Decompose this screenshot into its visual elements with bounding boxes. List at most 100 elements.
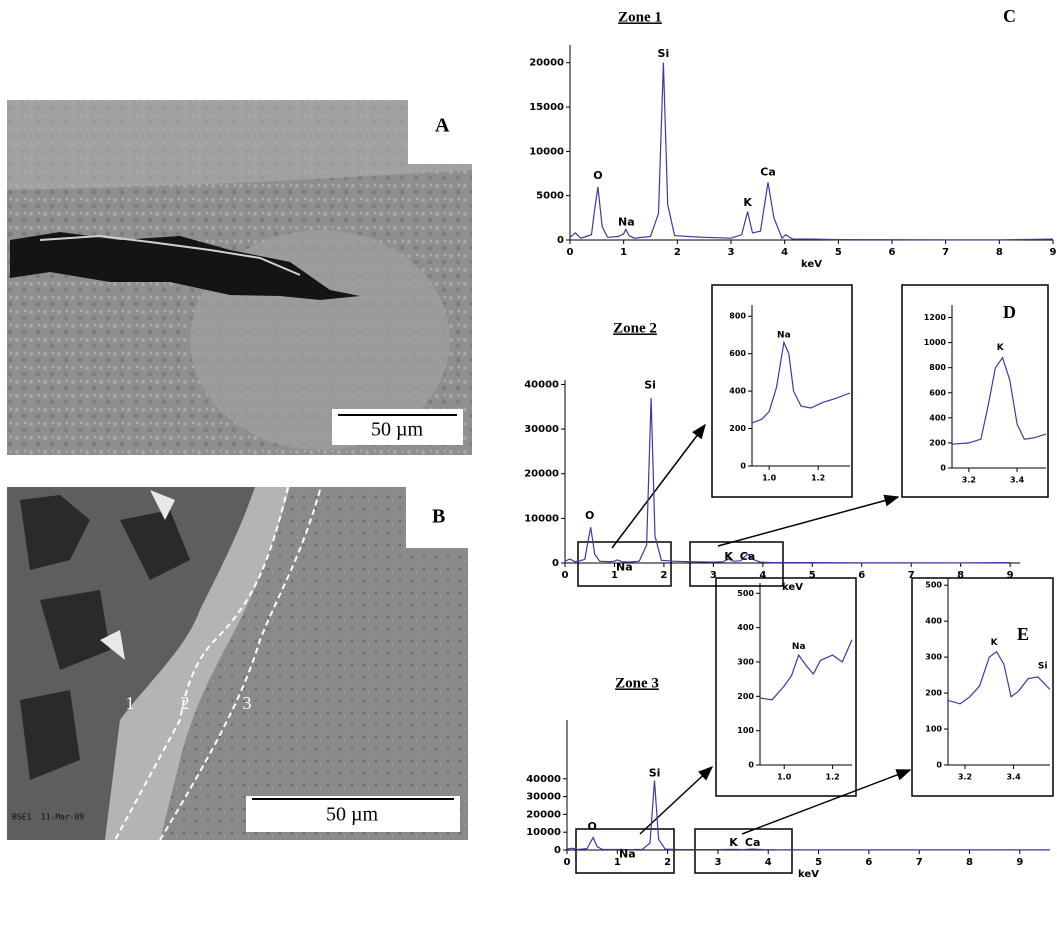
x-tick-label: 5: [815, 857, 822, 868]
y-tick-label: 300: [925, 653, 942, 662]
x-axis-label: keV: [782, 582, 803, 593]
y-tick-label: 0: [557, 235, 564, 246]
x-tick-label: 1.0: [762, 474, 777, 483]
x-tick-label: 3: [728, 247, 735, 258]
spectrum-line: [751, 340, 851, 424]
x-tick-label: 0: [564, 857, 571, 868]
y-tick-label: 15000: [529, 102, 564, 113]
spectrum-line: [951, 356, 1047, 445]
peak-label: K: [997, 343, 1005, 353]
spectrum-line: [569, 62, 1054, 241]
y-tick-label: 500: [925, 581, 942, 590]
y-tick-label: 20000: [524, 469, 559, 480]
y-tick-label: 20000: [529, 58, 564, 69]
callouts: [575, 284, 1054, 874]
x-tick-label: 7: [942, 247, 949, 258]
y-tick-label: 0: [554, 845, 561, 856]
x-tick-label: 1: [611, 570, 618, 581]
y-tick-label: 800: [929, 363, 946, 372]
spectrum-line: [566, 780, 1051, 851]
y-tick-label: 600: [729, 349, 746, 358]
y-tick-label: 400: [737, 623, 754, 632]
x-tick-label: 1.2: [811, 474, 825, 483]
x-tick-label: 5: [835, 247, 842, 258]
x-tick-label: 4: [759, 570, 766, 581]
spectrum-line: [564, 397, 1011, 564]
y-tick-label: 300: [737, 657, 754, 666]
y-tick-label: 40000: [524, 379, 559, 390]
y-tick-label: 0: [740, 462, 746, 471]
x-tick-label: 0: [567, 247, 574, 258]
x-tick-label: 2: [674, 247, 681, 258]
panel-label: E: [1017, 624, 1029, 644]
x-tick-label: 1: [620, 247, 627, 258]
zone-number: 3: [243, 693, 252, 713]
y-tick-label: 10000: [529, 146, 564, 157]
y-tick-label: 200: [737, 692, 754, 701]
spectrum-line: [759, 639, 853, 701]
spectrum-line: [947, 650, 1051, 705]
x-tick-label: 8: [996, 247, 1003, 258]
peak-label: Ca: [745, 836, 761, 849]
peak-label: K: [724, 550, 733, 563]
peak-label: O: [593, 169, 602, 182]
y-tick-label: 800: [729, 312, 746, 321]
x-tick-label: 4: [781, 247, 788, 258]
y-tick-label: 200: [925, 689, 942, 698]
panel-label: B: [432, 506, 445, 528]
y-tick-label: 5000: [536, 191, 564, 202]
peak-label: Ca: [760, 166, 776, 179]
image-caption: BSE1 11-Mar-09: [12, 813, 84, 822]
x-tick-label: 6: [858, 570, 865, 581]
x-tick-label: 3: [714, 857, 721, 868]
y-tick-label: 400: [729, 387, 746, 396]
peak-label: O: [585, 509, 594, 522]
peak-label: Na: [619, 847, 636, 860]
y-tick-label: 0: [748, 761, 754, 770]
x-tick-label: 7: [916, 857, 923, 868]
y-tick-label: 0: [552, 558, 559, 569]
x-tick-label: 3.4: [1006, 773, 1021, 782]
x-tick-label: 6: [865, 857, 872, 868]
x-tick-label: 1.0: [777, 773, 792, 782]
sem-image-b: [7, 486, 468, 841]
peak-label: Si: [1038, 662, 1048, 672]
x-tick-label: 9: [1016, 857, 1023, 868]
y-tick-label: 1200: [924, 313, 947, 322]
chart-title: Zone 3: [615, 675, 659, 691]
x-tick-label: 3: [710, 570, 717, 581]
x-tick-label: 3.2: [962, 476, 976, 485]
panel-label: C: [1003, 6, 1016, 26]
x-tick-label: 0: [562, 570, 569, 581]
panel-label: A: [435, 115, 450, 137]
peak-label: K: [743, 196, 752, 209]
chart-title: Zone 2: [613, 320, 657, 336]
x-tick-label: 3.4: [1010, 476, 1025, 485]
x-tick-label: 6: [889, 247, 896, 258]
peak-label: Na: [777, 330, 791, 340]
x-tick-label: 3.2: [958, 773, 972, 782]
y-tick-label: 100: [925, 725, 942, 734]
x-tick-label: 1: [614, 857, 621, 868]
y-tick-label: 200: [929, 438, 946, 447]
scale-bar-label: 50 µm: [371, 419, 424, 441]
zone-number: 2: [181, 693, 190, 713]
x-tick-label: 8: [957, 570, 964, 581]
x-axis-label: keV: [798, 869, 819, 880]
panel-label: D: [1003, 302, 1016, 322]
chart-title: Zone 1: [618, 9, 662, 25]
y-tick-label: 0: [940, 464, 946, 473]
x-tick-label: 5: [809, 570, 816, 581]
x-tick-label: 1.2: [826, 773, 840, 782]
y-tick-label: 20000: [526, 809, 561, 820]
peak-label: Na: [616, 560, 633, 573]
y-tick-label: 500: [737, 589, 754, 598]
x-tick-label: 8: [966, 857, 973, 868]
peak-label: O: [587, 820, 596, 833]
peak-label: Si: [649, 766, 661, 779]
y-tick-label: 400: [929, 413, 946, 422]
y-tick-label: 10000: [526, 827, 561, 838]
y-tick-label: 10000: [524, 513, 559, 524]
